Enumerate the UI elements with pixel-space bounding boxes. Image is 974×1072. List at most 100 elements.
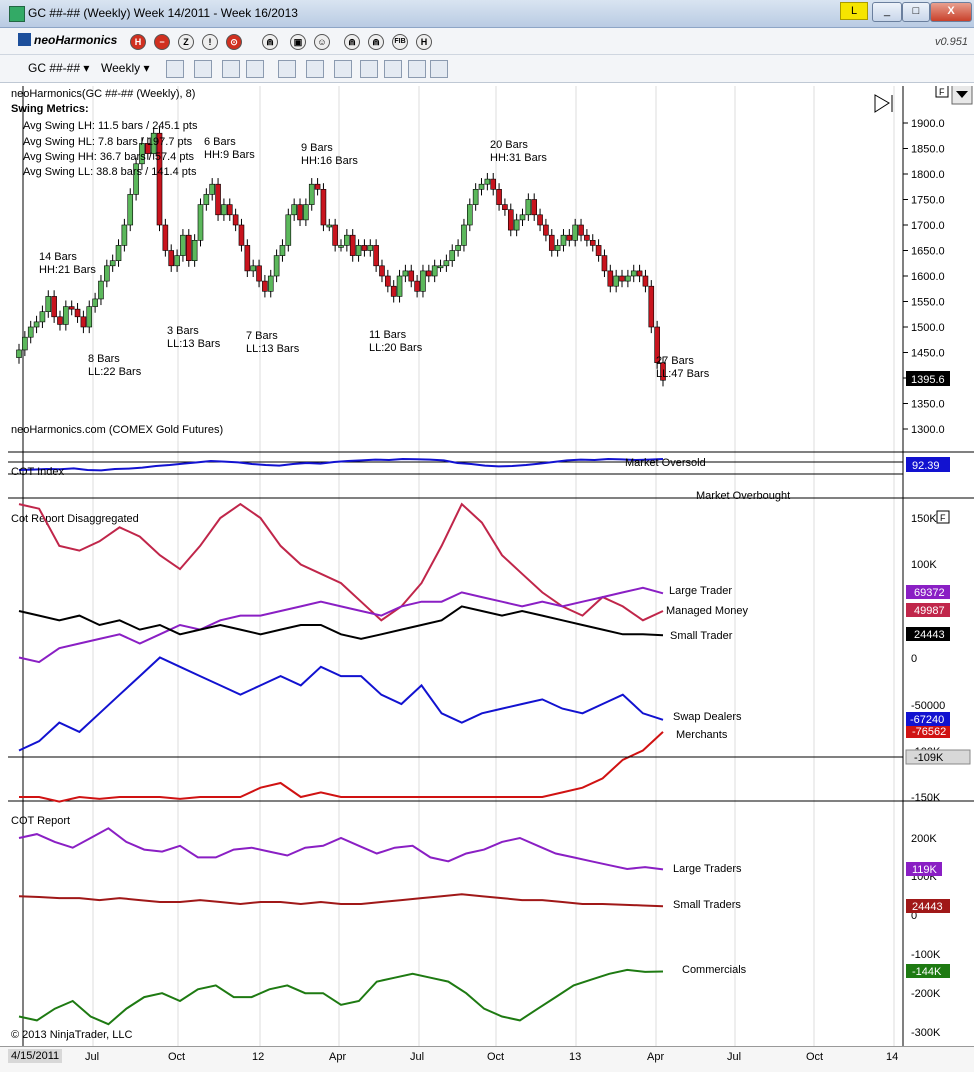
alert-button[interactable]: ! bbox=[202, 34, 218, 50]
period-dropdown[interactable]: Weekly ▾ bbox=[101, 61, 150, 75]
candle-body bbox=[373, 245, 379, 267]
report-tick-label: -200K bbox=[911, 988, 941, 1000]
candle-body bbox=[396, 275, 403, 297]
swing-label-4b: LL:13 Bars bbox=[167, 338, 221, 350]
candle-body bbox=[519, 214, 526, 221]
date-axis-label: Apr bbox=[329, 1051, 347, 1063]
grid-button[interactable]: ▣ bbox=[290, 34, 306, 50]
candle-body bbox=[537, 214, 543, 226]
pencil-icon[interactable] bbox=[194, 60, 212, 78]
candle-body bbox=[226, 204, 233, 216]
play-end-icon bbox=[874, 94, 893, 113]
chart-toolbar: GC ##-## ▾ Weekly ▾ bbox=[0, 55, 974, 83]
minimize-button[interactable]: _ bbox=[872, 2, 902, 22]
candle-body bbox=[209, 183, 215, 195]
candle-body bbox=[595, 245, 602, 256]
price-tick-label: 1900.0 bbox=[911, 118, 945, 130]
link-badge[interactable]: L bbox=[840, 2, 868, 20]
fib-button[interactable]: FIB bbox=[392, 34, 408, 50]
instrument-dropdown[interactable]: GC ##-## ▾ bbox=[28, 61, 89, 75]
candle-body bbox=[133, 163, 139, 195]
swing-label-9b: LL:47 Bars bbox=[656, 368, 710, 380]
candle-body bbox=[273, 255, 280, 277]
price-tag-label: 1395.6 bbox=[911, 374, 945, 386]
large-traders-label: Large Traders bbox=[673, 863, 742, 875]
candle-body bbox=[502, 204, 508, 210]
candle-body bbox=[86, 306, 93, 328]
pattern3-button[interactable]: ⋒ bbox=[368, 34, 384, 50]
data-box-icon[interactable] bbox=[430, 60, 448, 78]
swing-label-7a: 11 Bars bbox=[369, 329, 407, 341]
small-trader-line bbox=[18, 605, 664, 640]
candle-body bbox=[478, 183, 485, 190]
cot-report-title: COT Report bbox=[11, 815, 70, 827]
price-panel-header: neoHarmonics(GC ##-## (Weekly), 8) bbox=[11, 88, 195, 100]
merchants-value: -76562 bbox=[912, 726, 946, 738]
cot-index-line bbox=[18, 457, 664, 472]
price-axis-ticks: 1900.0 1850.0 1800.0 1750.0 1700.0 1650.0 1600… bbox=[903, 118, 945, 436]
report-tick-label: 200K bbox=[911, 833, 937, 845]
h-button[interactable]: H bbox=[130, 34, 146, 50]
swing-label-8b: HH:31 Bars bbox=[490, 152, 547, 164]
pattern-button[interactable]: ⋒ bbox=[262, 34, 278, 50]
version-label: v0.951 bbox=[934, 36, 968, 48]
h2-button[interactable]: H bbox=[416, 34, 432, 50]
crosshair-icon[interactable] bbox=[278, 60, 296, 78]
market-overbought-label: Market Overbought bbox=[696, 490, 790, 502]
candle-body bbox=[33, 321, 40, 328]
chart-style-icon[interactable] bbox=[384, 60, 402, 78]
candle-body bbox=[314, 183, 321, 190]
candle-body bbox=[22, 336, 28, 351]
z-button[interactable]: Z bbox=[178, 34, 194, 50]
candle-body bbox=[297, 204, 303, 221]
chevron-down-icon: ▾ bbox=[143, 61, 150, 75]
candle-body bbox=[197, 204, 204, 241]
cot-index-value: 92.39 bbox=[912, 460, 940, 472]
candle-body bbox=[455, 245, 461, 251]
indicators-icon[interactable] bbox=[334, 60, 352, 78]
f-icon-label-2: F bbox=[940, 513, 946, 523]
small-trader-value: 24443 bbox=[914, 629, 945, 641]
cot-index-tag bbox=[906, 457, 950, 472]
window-titlebar: GC ##-## (Weekly) Week 14/2011 - Week 16… bbox=[0, 0, 974, 28]
neoharmonics-logo-icon bbox=[18, 33, 31, 46]
date-axis-label: Apr bbox=[647, 1051, 665, 1063]
pin-icon[interactable] bbox=[246, 60, 264, 78]
candle-body bbox=[625, 275, 631, 282]
close-button[interactable]: X bbox=[930, 2, 972, 22]
candle-body bbox=[57, 316, 63, 325]
candle-body bbox=[648, 285, 655, 328]
price-tick-label: 1800.0 bbox=[911, 169, 945, 181]
managed-money-tag bbox=[906, 603, 950, 617]
candle-body bbox=[98, 280, 104, 300]
chart-svg[interactable]: neoHarmonics(GC ##-## (Weekly), 8) Swing… bbox=[8, 86, 974, 1047]
candle-body bbox=[174, 255, 180, 267]
metric-lh: Avg Swing LH: 11.5 bars / 245.1 pts bbox=[23, 120, 198, 132]
swing-label-9a: 27 Bars bbox=[656, 355, 694, 367]
face-button[interactable]: ☺ bbox=[314, 34, 330, 50]
zoom-icon[interactable] bbox=[306, 60, 324, 78]
candlestick-icon[interactable] bbox=[166, 60, 184, 78]
candle-body bbox=[589, 240, 596, 246]
properties-icon[interactable] bbox=[408, 60, 426, 78]
chart-area[interactable]: neoHarmonics(GC ##-## (Weekly), 8) Swing… bbox=[8, 86, 974, 1047]
record-button[interactable]: ⊙ bbox=[226, 34, 242, 50]
swing-label-2a: 8 Bars bbox=[88, 353, 120, 365]
strategy-icon[interactable] bbox=[222, 60, 240, 78]
candle-body bbox=[338, 245, 344, 248]
candle-body bbox=[355, 245, 362, 256]
candle-body bbox=[426, 270, 432, 277]
candle-body bbox=[203, 194, 210, 205]
price-tick-label: 1750.0 bbox=[911, 195, 945, 207]
bars-icon[interactable] bbox=[360, 60, 378, 78]
candle-body bbox=[513, 219, 520, 231]
date-axis-start: 4/15/2011 bbox=[8, 1049, 63, 1063]
minus-button[interactable]: − bbox=[154, 34, 170, 50]
maximize-button[interactable]: □ bbox=[902, 2, 930, 22]
candle-body bbox=[68, 306, 75, 310]
candle-body bbox=[45, 296, 52, 312]
candle-body bbox=[507, 209, 514, 231]
candle-body bbox=[127, 194, 134, 226]
pattern2-button[interactable]: ⋒ bbox=[344, 34, 360, 50]
brand-label: neoHarmonics bbox=[34, 33, 118, 47]
